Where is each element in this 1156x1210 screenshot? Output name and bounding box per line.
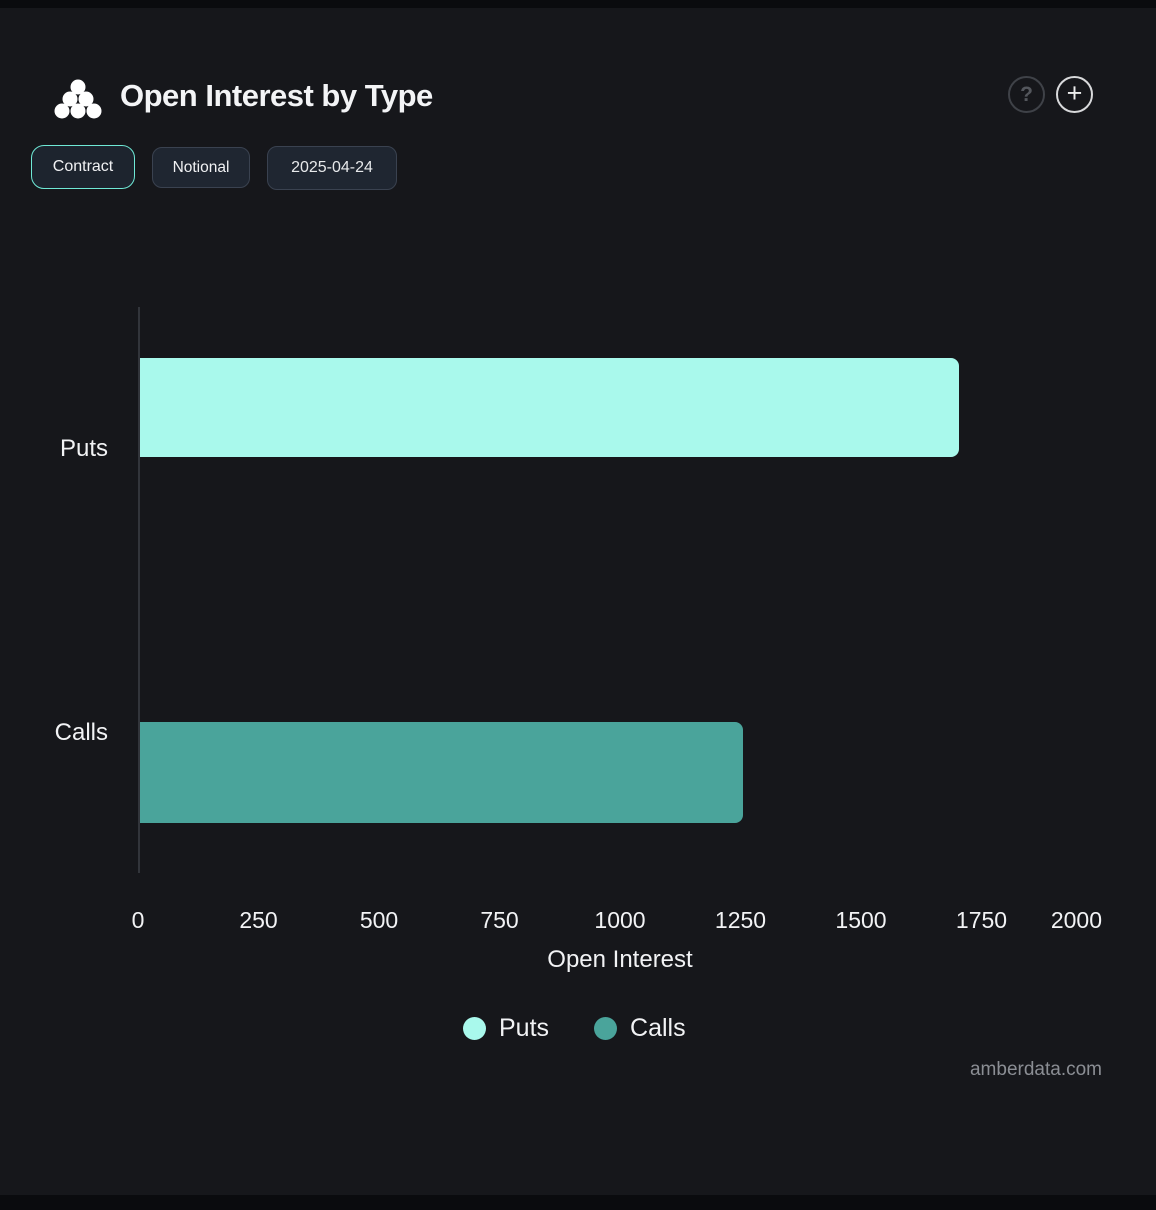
x-tick-label: 750	[480, 907, 519, 933]
plus-icon: +	[1066, 77, 1083, 108]
x-axis-title: Open Interest	[547, 946, 693, 973]
x-tick-label: 1750	[955, 907, 1008, 933]
legend-item-calls[interactable]: Calls	[594, 1014, 686, 1042]
contract-button[interactable]: Contract	[31, 145, 135, 189]
page-title: Open Interest by Type	[120, 78, 433, 113]
puts-bar[interactable]	[140, 358, 959, 457]
x-tick-label: 1000	[594, 907, 646, 933]
category-label-calls: Calls	[54, 719, 108, 746]
window-edge-top	[0, 0, 1156, 8]
x-tick-label: 0	[131, 907, 145, 933]
legend-item-puts[interactable]: Puts	[463, 1014, 549, 1042]
watermark: amberdata.com	[969, 1059, 1102, 1080]
x-tick-label: 2000	[1050, 907, 1102, 933]
window-edge-bottom	[0, 1195, 1156, 1210]
legend-label-calls: Calls	[630, 1014, 686, 1042]
y-axis-line	[138, 307, 140, 873]
x-tick-label: 1250	[714, 907, 767, 933]
category-label-puts: Puts	[59, 435, 108, 462]
legend-label-puts: Puts	[499, 1014, 550, 1042]
add-button[interactable]: +	[1056, 76, 1093, 113]
calls-bar[interactable]	[140, 722, 743, 823]
calls-swatch-icon	[594, 1016, 618, 1040]
x-tick-label: 1500	[835, 907, 887, 933]
x-tick-label: 500	[359, 907, 399, 933]
help-button[interactable]: ?	[1008, 76, 1045, 113]
notional-button[interactable]: Notional	[152, 147, 250, 188]
x-axis-ticks: 0 250 500 750 1000 1250 1500 1750 2000	[0, 906, 1156, 934]
question-icon: ?	[1020, 83, 1033, 106]
puts-swatch-icon	[463, 1016, 486, 1040]
chart-legend: Puts Calls	[463, 1014, 686, 1042]
amberdata-logo-icon	[54, 79, 102, 119]
x-tick-label: 250	[239, 907, 278, 933]
date-button[interactable]: 2025-04-24	[267, 146, 397, 190]
